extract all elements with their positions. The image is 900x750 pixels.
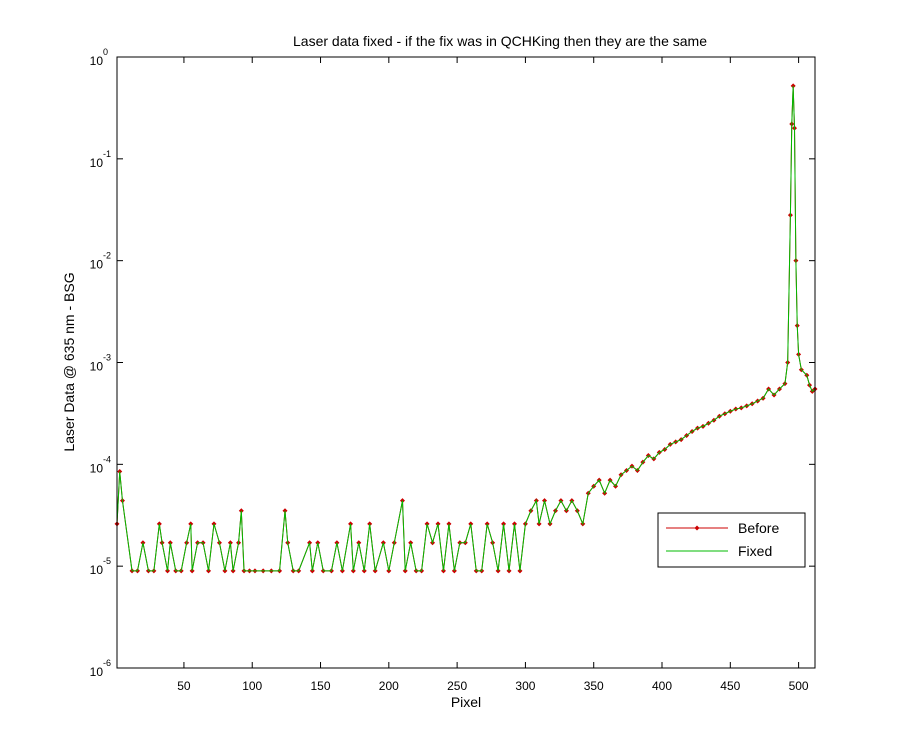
- y-tick-label: 10: [90, 54, 104, 68]
- y-tick-label: 10: [90, 360, 104, 374]
- y-tick-label: 10: [90, 156, 104, 170]
- x-tick-label: 250: [447, 679, 467, 693]
- y-axis-label: Laser Data @ 635 nm - BSG: [61, 272, 77, 451]
- y-tick-exponent: -2: [103, 251, 111, 261]
- y-tick-exponent: -4: [103, 454, 111, 464]
- legend-label: Fixed: [738, 543, 772, 559]
- y-tick-exponent: -6: [103, 658, 111, 668]
- y-tick-exponent: 0: [103, 47, 108, 57]
- x-tick-label: 200: [379, 679, 399, 693]
- chart-title: Laser data fixed - if the fix was in QCH…: [293, 33, 707, 49]
- y-tick-label: 10: [90, 258, 104, 272]
- x-tick-label: 300: [515, 679, 535, 693]
- x-tick-label: 150: [311, 679, 331, 693]
- y-tick-exponent: -3: [103, 353, 111, 363]
- legend-label: Before: [738, 520, 779, 536]
- x-tick-label: 400: [652, 679, 672, 693]
- y-tick-exponent: -1: [103, 149, 111, 159]
- x-tick-label: 450: [720, 679, 740, 693]
- y-tick-label: 10: [90, 461, 104, 475]
- legend-box: [657, 512, 806, 568]
- plot-frame: [116, 56, 816, 669]
- series-line: [116, 85, 816, 572]
- legend-marker: [694, 525, 700, 531]
- y-tick-label: 10: [90, 563, 104, 577]
- x-tick-label: 500: [789, 679, 809, 693]
- y-tick-label: 10: [90, 665, 104, 679]
- x-tick-label: 100: [242, 679, 262, 693]
- x-axis-label: Pixel: [451, 694, 481, 710]
- x-tick-label: 350: [584, 679, 604, 693]
- y-tick-exponent: -5: [103, 556, 111, 566]
- plot-area: [117, 57, 815, 668]
- x-tick-label: 50: [177, 679, 191, 693]
